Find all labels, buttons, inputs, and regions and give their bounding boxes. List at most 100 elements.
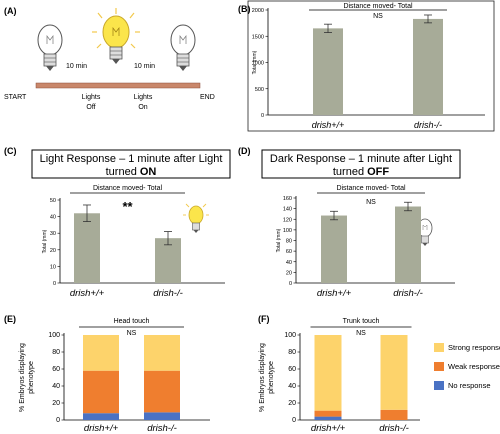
stacked-bar-segment bbox=[380, 409, 408, 420]
chart-c: 0 10 20 30 40 50 Total (mm) Distance moved- Tot… bbox=[42, 185, 225, 299]
y-tick-label: 100 bbox=[48, 332, 60, 339]
y-axis-label: % Embryos displaying phenotype bbox=[19, 343, 35, 412]
chart-title: Distance moved- Total bbox=[343, 3, 413, 10]
y-tick-label: 80 bbox=[288, 349, 296, 356]
panel-c-title-line1: Light Response – 1 minute after Light bbox=[40, 153, 223, 165]
y-tick-label: 140 bbox=[283, 207, 292, 213]
significance-annotation: NS bbox=[366, 199, 376, 206]
y-tick-label: 20 bbox=[286, 270, 292, 276]
stacked-bar-segment bbox=[83, 370, 119, 414]
y-tick-label: 160 bbox=[283, 196, 292, 202]
panel-label-c: (C) bbox=[4, 146, 17, 156]
y-tick-label: 1000 bbox=[252, 61, 264, 67]
category-label: drish-/- bbox=[153, 288, 183, 299]
bulb-on-icon bbox=[183, 203, 209, 233]
y-tick-label: 60 bbox=[288, 366, 296, 373]
panel-c-title-box bbox=[31, 149, 231, 179]
panel-label-a: (A) bbox=[4, 6, 17, 16]
panel-label-d: (D) bbox=[238, 146, 251, 156]
y-tick-label: 500 bbox=[255, 87, 264, 93]
lights-off-label-1: Lights bbox=[82, 94, 101, 101]
y-tick-label: 60 bbox=[286, 249, 292, 255]
panel-c-title-line2: turned ON bbox=[106, 166, 157, 178]
y-axis-label-line: % Embryos displaying bbox=[259, 343, 266, 412]
significance-annotation: NS bbox=[373, 13, 383, 20]
y-tick-label: 80 bbox=[52, 349, 60, 356]
bulb-off-icon bbox=[37, 24, 63, 71]
timeline-end: END bbox=[200, 94, 215, 101]
y-tick-label: 0 bbox=[56, 417, 60, 424]
panel-b-frame bbox=[247, 0, 495, 132]
bar bbox=[413, 18, 443, 115]
bar bbox=[321, 215, 347, 283]
y-tick-label: 100 bbox=[283, 228, 292, 234]
y-tick-label: 0 bbox=[261, 113, 264, 119]
y-axis-label: % Embryos displaying phenotype bbox=[259, 343, 275, 412]
chart-title: Distance moved- Total bbox=[336, 185, 406, 192]
stacked-bar-segment bbox=[144, 370, 180, 413]
y-axis-label-line: phenotype bbox=[28, 361, 35, 394]
significance-annotation: NS bbox=[356, 330, 366, 337]
significance-annotation: ** bbox=[122, 199, 133, 214]
timeline-bar bbox=[35, 82, 201, 89]
lights-off-label-2: Off bbox=[86, 104, 95, 111]
y-axis-label-line: % Embryos displaying bbox=[19, 343, 26, 412]
chart-b: 0 500 1000 1500 2000 Total (mm) Distance moved… bbox=[252, 3, 485, 130]
panel-d-title-box bbox=[261, 149, 461, 179]
panel-d-title-line1: Dark Response – 1 minute after Light bbox=[270, 153, 452, 165]
legend-swatch bbox=[434, 362, 444, 371]
legend-swatch bbox=[434, 381, 444, 390]
chart-e: 0 20 40 60 80 100 % Embryos displaying phenotyp… bbox=[19, 318, 210, 434]
chart-title: Head touch bbox=[114, 318, 150, 325]
y-tick-label: 20 bbox=[288, 400, 296, 407]
timeline-panel: START END 10 min 10 min Lights Off Light… bbox=[4, 8, 215, 111]
chart-f: 0 20 40 60 80 100 % Embryos displaying phenotyp… bbox=[259, 318, 420, 434]
bulb-off-icon bbox=[170, 24, 196, 71]
category-label: drish-/- bbox=[147, 423, 177, 434]
panel-label-b: (B) bbox=[238, 4, 251, 14]
stacked-bar-segment bbox=[314, 416, 342, 420]
legend: Strong response Weak response No response bbox=[434, 343, 500, 390]
category-label: drish-/- bbox=[414, 120, 442, 130]
stacked-bar-segment bbox=[144, 335, 180, 371]
y-tick-label: 120 bbox=[283, 217, 292, 223]
stacked-bar-segment bbox=[380, 335, 408, 410]
chart-title: Distance moved- Total bbox=[93, 185, 163, 192]
bar bbox=[395, 206, 421, 283]
bar bbox=[155, 238, 181, 283]
y-axis-label: Total (mm) bbox=[42, 229, 48, 253]
y-tick-label: 0 bbox=[292, 417, 296, 424]
y-axis-label: Total (mm) bbox=[252, 50, 258, 74]
panel-d-title-line2: turned OFF bbox=[333, 166, 390, 178]
y-tick-label: 40 bbox=[286, 260, 292, 266]
y-tick-label: 0 bbox=[53, 281, 56, 287]
category-label: drish+/+ bbox=[317, 288, 352, 299]
stacked-bar-segment bbox=[314, 335, 342, 411]
y-axis-label-line: phenotype bbox=[268, 361, 275, 394]
bar bbox=[74, 213, 100, 283]
y-tick-label: 30 bbox=[50, 231, 56, 237]
panel-label-e: (E) bbox=[4, 314, 16, 324]
category-label: drish+/+ bbox=[311, 423, 346, 434]
y-tick-label: 50 bbox=[50, 198, 56, 204]
lights-on-label-1: Lights bbox=[134, 94, 153, 101]
legend-label: Strong response bbox=[448, 343, 500, 352]
y-tick-label: 40 bbox=[50, 215, 56, 221]
stacked-bar-segment bbox=[83, 413, 119, 420]
y-tick-label: 20 bbox=[50, 248, 56, 254]
significance-annotation: NS bbox=[127, 330, 137, 337]
category-label: drish-/- bbox=[393, 288, 423, 299]
timeline-gap-2: 10 min bbox=[134, 63, 155, 70]
category-label: drish-/- bbox=[379, 423, 409, 434]
y-tick-label: 1500 bbox=[252, 34, 264, 40]
category-label: drish+/+ bbox=[312, 120, 345, 130]
category-label: drish+/+ bbox=[70, 288, 105, 299]
timeline-gap-1: 10 min bbox=[66, 63, 87, 70]
y-tick-label: 10 bbox=[50, 264, 56, 270]
y-tick-label: 40 bbox=[288, 383, 296, 390]
legend-label: No response bbox=[448, 381, 491, 390]
chart-title: Trunk touch bbox=[343, 318, 380, 325]
timeline-start: START bbox=[4, 94, 27, 101]
y-tick-label: 2000 bbox=[252, 8, 264, 14]
